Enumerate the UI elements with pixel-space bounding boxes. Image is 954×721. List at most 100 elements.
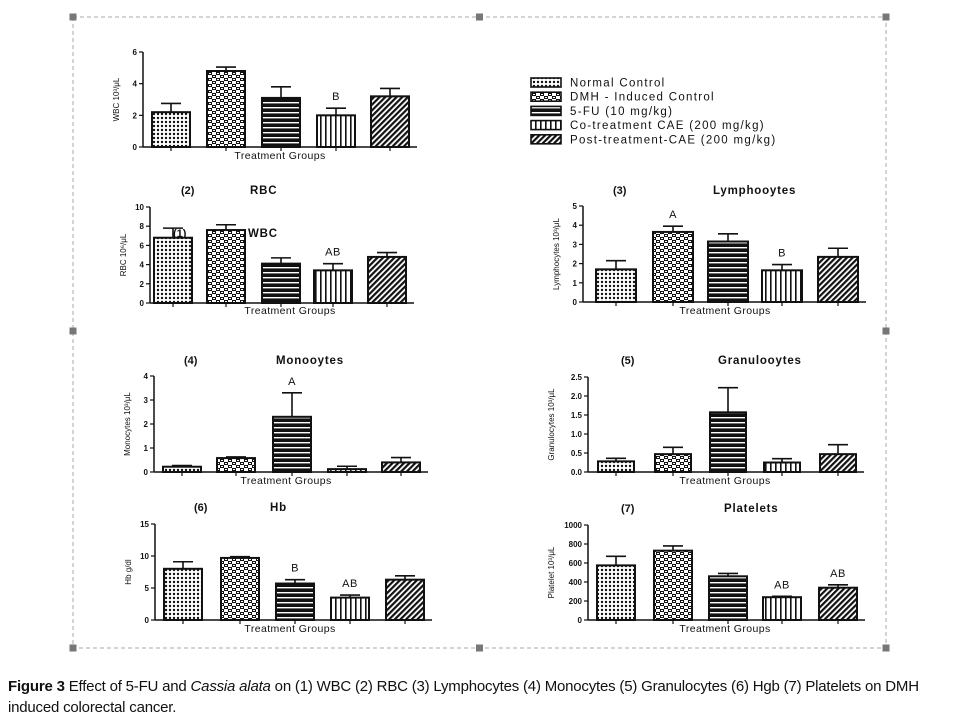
bar-2: [216, 457, 256, 473]
caption-text-1: Effect of 5-FU and: [64, 678, 191, 695]
y-tick-label: 0: [578, 616, 583, 625]
y-tick-label: 1: [573, 279, 578, 288]
significance-label: A: [288, 376, 296, 388]
panel-title: Monooytes: [276, 355, 344, 367]
y-tick-label: 6: [133, 48, 138, 57]
y-axis-label: WBC 10³/μL: [112, 77, 121, 121]
frame-handle: [69, 644, 77, 652]
y-axis-label: Lymphocytes 10³/μL: [552, 218, 561, 290]
x-axis-label: Treatment Groups: [679, 305, 770, 317]
bar-4: [327, 468, 367, 473]
bar-3: [261, 262, 301, 305]
y-tick-label: 2.0: [571, 392, 583, 401]
x-axis-label: Treatment Groups: [244, 623, 335, 635]
bar-5: [381, 461, 421, 473]
bar-4: [313, 269, 353, 304]
y-tick-label: 4: [144, 372, 149, 381]
frame-handle: [476, 644, 483, 652]
y-tick-label: 400: [569, 578, 583, 587]
bar-3: [707, 240, 749, 304]
chart-panel-6: (6) Hb 0 5 10 15 Hb g/dl B AB Treatment Groups: [124, 502, 432, 635]
y-tick-label: 200: [569, 597, 583, 606]
bar-4: [763, 461, 801, 473]
bar-5: [819, 453, 857, 474]
bar-5: [367, 255, 407, 305]
legend-label: Post-treatment-CAE (200 mg/kg): [570, 134, 776, 146]
bar-3: [709, 411, 747, 473]
frame-handle: [882, 644, 890, 652]
y-axis-label: Granulocytes 10³/μL: [547, 388, 556, 461]
caption-label: Figure 3: [8, 678, 65, 695]
x-axis-label: Treatment Groups: [244, 305, 335, 317]
panel-title: Platelets: [724, 503, 779, 515]
frame-handle: [882, 327, 890, 335]
significance-label: B: [778, 248, 786, 260]
bar-4: [330, 596, 370, 621]
y-tick-label: 1.5: [571, 411, 583, 420]
y-tick-label: 10: [140, 552, 149, 561]
panel-title: Hb: [270, 502, 287, 514]
y-tick-label: 8: [140, 222, 145, 231]
frame-border: [72, 16, 887, 649]
bar-1: [162, 465, 202, 474]
y-tick-label: 2: [133, 111, 138, 120]
y-tick-label: 2: [573, 260, 578, 269]
y-axis-label: Monocytes 10³/μL: [123, 392, 132, 456]
legend-swatch: [530, 134, 562, 145]
y-tick-label: 800: [569, 540, 583, 549]
bar-2: [653, 549, 693, 622]
x-axis-label: Treatment Groups: [679, 623, 770, 635]
y-tick-label: 0: [573, 298, 578, 307]
x-axis-label: Treatment Groups: [234, 150, 325, 162]
panel-number: (4): [184, 355, 198, 367]
y-tick-label: 6: [140, 241, 145, 250]
significance-label: B: [332, 91, 340, 103]
panel-number: (3): [613, 185, 627, 197]
bar-2: [206, 229, 246, 304]
y-tick-label: 1: [144, 444, 149, 453]
x-axis-label: Treatment Groups: [240, 475, 331, 487]
y-tick-label: 3: [573, 240, 578, 249]
panel-title: WBC: [248, 228, 278, 240]
bar-1: [596, 564, 636, 621]
bar-4: [762, 596, 802, 622]
y-tick-label: 15: [140, 520, 149, 529]
y-tick-label: 1.0: [571, 430, 583, 439]
panel-number: (5): [621, 355, 635, 367]
y-tick-label: 3: [144, 396, 149, 405]
significance-label: AB: [325, 247, 341, 259]
legend-label: Normal Control: [570, 78, 666, 90]
figure-frame: [69, 13, 890, 652]
bar-1: [597, 460, 635, 473]
bar-3: [708, 575, 748, 621]
panel-title: RBC: [250, 185, 277, 197]
bar-1: [595, 268, 637, 303]
y-tick-label: 1000: [564, 521, 582, 530]
y-tick-label: 4: [573, 221, 578, 230]
y-tick-label: 4: [133, 80, 138, 89]
panel-number: (6): [194, 502, 208, 514]
bar-4: [761, 269, 803, 304]
frame-handle: [476, 13, 483, 21]
bar-3: [272, 415, 312, 473]
chart-panel-3: (3) Lymphooytes 0 1 2 3 4 5 Lymphocytes 10³/μL A B…: [552, 185, 866, 317]
y-tick-label: 0: [144, 468, 149, 477]
chart-panel-7: (7) Platelets 0 200 400 600 800 1000 Platelet 10…: [547, 503, 865, 635]
y-tick-label: 2.5: [571, 373, 583, 382]
bar-5: [817, 255, 859, 304]
bar-5: [385, 578, 425, 621]
panel-title: Granulooytes: [718, 355, 802, 367]
frame-handle: [882, 13, 890, 21]
y-tick-label: 10: [135, 203, 144, 212]
caption-text-2: on (1) WBC (2) RBC (3) Lymphocytes (4) M…: [8, 678, 919, 716]
bar-1: [163, 567, 203, 621]
chart-panel-5: (5) Granulooytes 0.0 0.5 1.0 1.5 2.0 2.5 Granulo…: [547, 355, 864, 487]
significance-label: AB: [830, 568, 846, 580]
y-axis-label: Platelet 10³/μL: [547, 546, 556, 598]
bar-5: [818, 586, 858, 622]
y-tick-label: 4: [140, 261, 145, 270]
bar-2: [654, 453, 692, 474]
chart-panel-2: (2) RBC 0 2 4 6 8 10 RBC 10⁶/μL AB Treatment Group…: [119, 185, 414, 317]
